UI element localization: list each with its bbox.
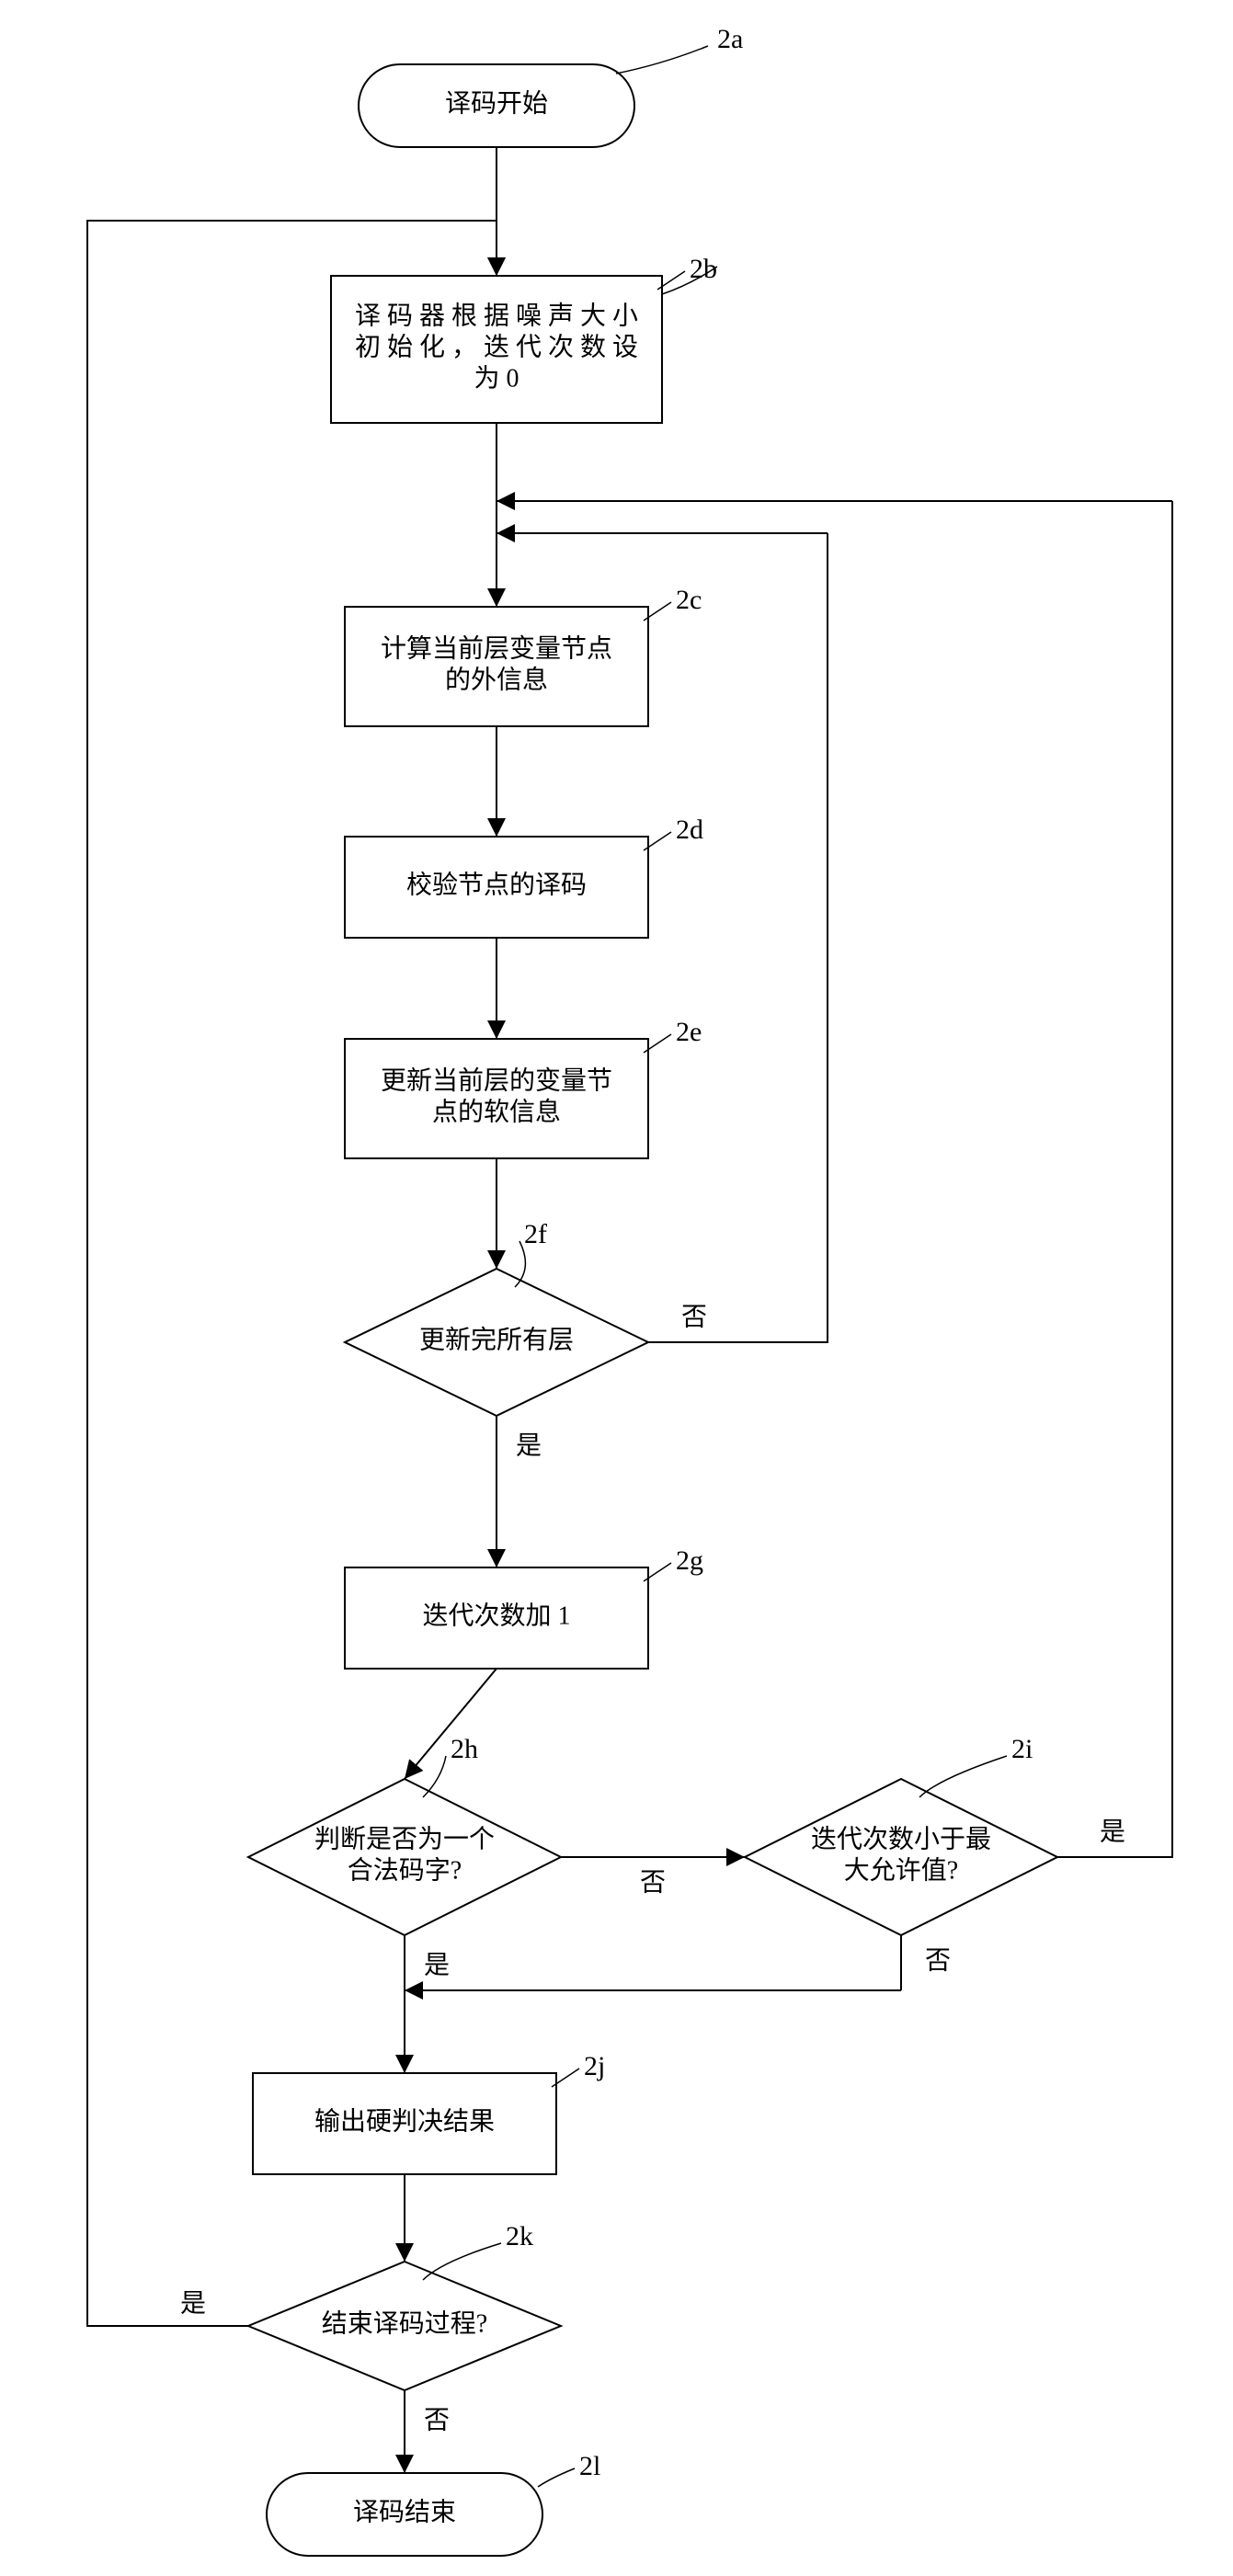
svg-text:判断是否为一个: 判断是否为一个 [314, 1824, 495, 1853]
svg-text:校验节点的译码: 校验节点的译码 [406, 870, 587, 899]
svg-text:2j: 2j [584, 2051, 605, 2081]
svg-text:大允许值?: 大允许值? [844, 1855, 958, 1885]
svg-text:更新当前层的变量节: 更新当前层的变量节 [381, 1066, 612, 1095]
svg-text:译码开始: 译码开始 [445, 88, 548, 118]
svg-text:点的软信息: 点的软信息 [432, 1097, 561, 1126]
svg-text:否: 否 [424, 2406, 450, 2434]
svg-text:迭代次数加 1: 迭代次数加 1 [422, 1601, 570, 1630]
svg-text:结束译码过程?: 结束译码过程? [322, 2308, 487, 2338]
svg-text:为 0: 为 0 [474, 363, 519, 393]
svg-text:是: 是 [180, 2289, 206, 2318]
svg-text:否: 否 [681, 1303, 707, 1331]
svg-text:2d: 2d [676, 815, 703, 845]
svg-text:2f: 2f [524, 1219, 547, 1249]
svg-text:2i: 2i [1011, 1734, 1033, 1764]
svg-text:是: 是 [424, 1951, 450, 1979]
svg-text:译码结束: 译码结束 [353, 2497, 456, 2526]
svg-text:2g: 2g [676, 1545, 703, 1576]
svg-text:输出硬判决结果: 输出硬判决结果 [314, 2106, 495, 2136]
svg-text:2a: 2a [717, 24, 743, 54]
svg-text:2b: 2b [690, 254, 717, 284]
svg-text:迭代次数小于最: 迭代次数小于最 [811, 1824, 991, 1853]
svg-text:2h: 2h [451, 1734, 478, 1764]
flowchart: 译码开始译 码 器 根 据 噪 声 大 小初 始 化 ， 迭 代 次 数 设为 … [0, 0, 1233, 2576]
svg-text:初 始 化 ， 迭 代 次 数 设: 初 始 化 ， 迭 代 次 数 设 [355, 332, 638, 361]
svg-text:译 码 器 根 据 噪 声 大 小: 译 码 器 根 据 噪 声 大 小 [355, 301, 638, 330]
svg-text:是: 是 [516, 1431, 542, 1460]
svg-text:更新完所有层: 更新完所有层 [419, 1325, 574, 1354]
svg-text:否: 否 [925, 1946, 951, 1975]
svg-text:合法码字?: 合法码字? [348, 1855, 462, 1885]
svg-text:2k: 2k [506, 2221, 533, 2251]
svg-text:是: 是 [1100, 1818, 1125, 1846]
svg-text:否: 否 [640, 1868, 666, 1897]
svg-text:2e: 2e [676, 1017, 702, 1047]
svg-text:2c: 2c [676, 585, 702, 615]
svg-text:计算当前层变量节点: 计算当前层变量节点 [381, 633, 612, 663]
svg-text:2l: 2l [579, 2451, 600, 2481]
svg-text:的外信息: 的外信息 [445, 665, 548, 694]
